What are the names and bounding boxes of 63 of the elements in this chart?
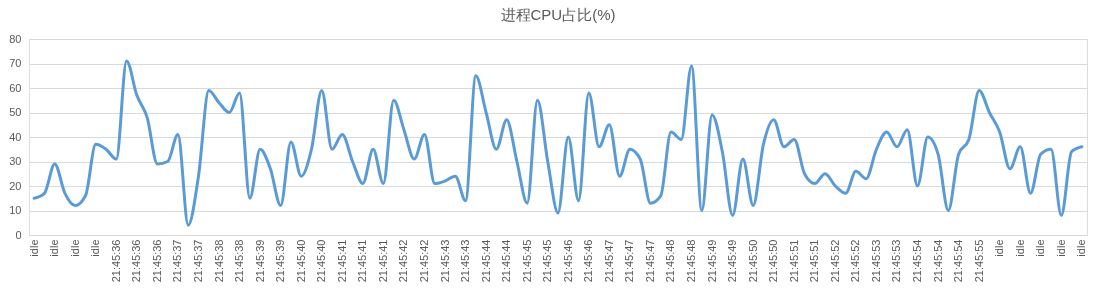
x-tick-label: 21:45:38: [233, 239, 246, 283]
x-tick-label: 21:45:37: [191, 239, 204, 283]
x-tick-label: 21:45:55: [972, 239, 985, 283]
x-tick-label: 21:45:48: [685, 239, 698, 283]
x-tick-label: 21:45:42: [397, 239, 410, 283]
x-tick-label: 21:45:46: [582, 239, 595, 283]
x-tick-label: 21:45:45: [520, 239, 533, 283]
x-tick-label: idle: [1075, 239, 1088, 257]
y-tick-label: 50: [9, 106, 22, 118]
x-tick-label: 21:45:47: [643, 239, 656, 283]
y-tick-label: 30: [9, 155, 22, 167]
x-tick-label: 21:45:50: [767, 239, 780, 283]
x-tick-label: 21:45:41: [356, 239, 369, 283]
x-tick-label: 21:45:54: [931, 239, 944, 283]
y-tick-label: 80: [9, 32, 22, 45]
x-tick-label: 21:45:54: [911, 239, 924, 283]
x-tick-label: 21:45:47: [623, 239, 636, 283]
x-tick-label: idle: [89, 239, 102, 257]
y-tick-label: 40: [9, 130, 22, 143]
x-tick-label: 21:45:40: [315, 239, 328, 283]
x-tick-label: 21:45:52: [828, 239, 841, 283]
x-tick-label: 21:45:44: [500, 239, 513, 283]
x-tick-label: 21:45:52: [849, 239, 862, 283]
x-tick-label: 21:45:38: [212, 239, 225, 283]
x-tick-label: idle: [1034, 239, 1047, 257]
x-tick-label: idle: [27, 239, 40, 257]
x-tick-label: 21:45:43: [438, 239, 451, 283]
x-tick-label: 21:45:50: [746, 239, 759, 283]
x-tick-label: 21:45:36: [150, 239, 163, 283]
x-tick-label: 21:45:43: [459, 239, 472, 283]
y-tick-label: 60: [9, 81, 22, 94]
y-tick-label: 70: [9, 57, 22, 69]
x-tick-label: 21:45:37: [171, 239, 184, 283]
x-tick-label: idle: [48, 239, 61, 257]
x-tick-label: 21:45:36: [109, 239, 122, 283]
line-series: [32, 59, 1084, 227]
x-tick-label: 21:45:39: [274, 239, 287, 283]
x-tick-label: 21:45:41: [335, 239, 348, 283]
x-tick-label: 21:45:53: [890, 239, 903, 283]
x-tick-label: 21:45:39: [253, 239, 266, 283]
x-tick-label: 21:45:46: [561, 239, 574, 283]
x-tick-label: 21:45:51: [787, 239, 800, 283]
x-tick-label: 21:45:49: [705, 239, 718, 283]
y-tick-label: 10: [9, 204, 22, 216]
x-tick-label: 21:45:53: [869, 239, 882, 283]
x-tick-label: 21:45:51: [808, 239, 821, 283]
x-tick-label: 21:45:54: [952, 239, 965, 283]
x-tick-label: idle: [1054, 239, 1067, 257]
x-tick-label: idle: [1013, 239, 1026, 257]
x-tick-label: 21:45:41: [376, 239, 389, 283]
x-tick-label: 21:45:44: [479, 239, 492, 283]
x-tick-label: 21:45:36: [130, 239, 143, 283]
x-tick-label: 21:45:40: [294, 239, 307, 283]
x-tick-label: 21:45:48: [664, 239, 677, 283]
x-tick-label: idle: [993, 239, 1006, 257]
x-tick-label: idle: [68, 239, 81, 257]
x-tick-label: 21:45:45: [541, 239, 554, 283]
x-tick-label: 21:45:47: [602, 239, 615, 283]
y-tick-label: 0: [15, 228, 22, 241]
y-tick-label: 20: [9, 179, 22, 192]
x-tick-label: 21:45:49: [726, 239, 739, 283]
x-tick-label: 21:45:42: [417, 239, 430, 283]
chart-title: 进程CPU占比(%): [500, 6, 616, 23]
